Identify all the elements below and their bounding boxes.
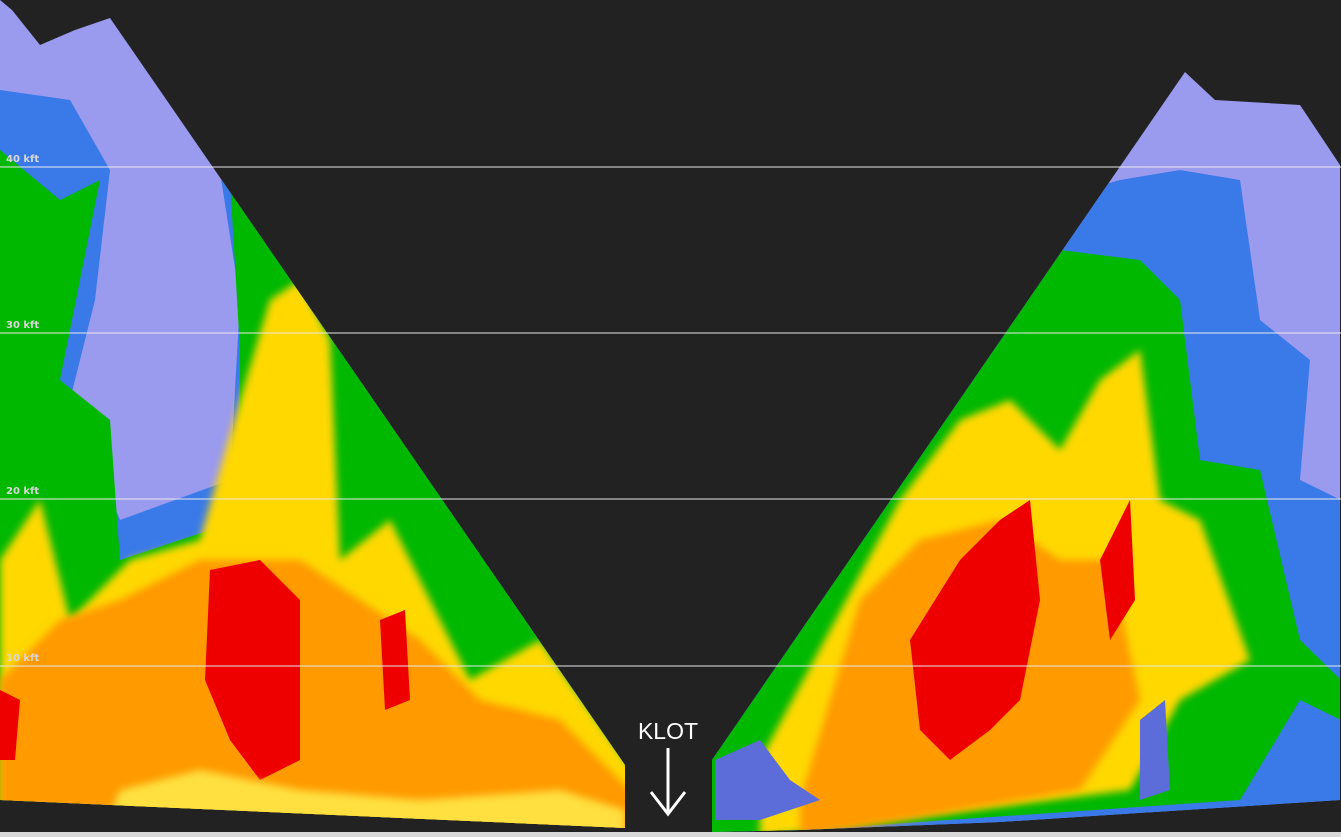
status-strip <box>0 832 1341 837</box>
altitude-label: 20 kft <box>6 486 39 497</box>
echo-red <box>910 500 1135 760</box>
station-label: KLOT <box>638 718 698 744</box>
altitude-label: 40 kft <box>6 154 39 165</box>
echo-low-blue <box>715 700 1170 820</box>
altitude-label: 10 kft <box>6 653 39 664</box>
echo-orange <box>0 560 625 828</box>
station-arrow <box>649 748 687 817</box>
altitude-lines <box>0 166 1341 667</box>
altitude-label: 30 kft <box>6 320 39 331</box>
